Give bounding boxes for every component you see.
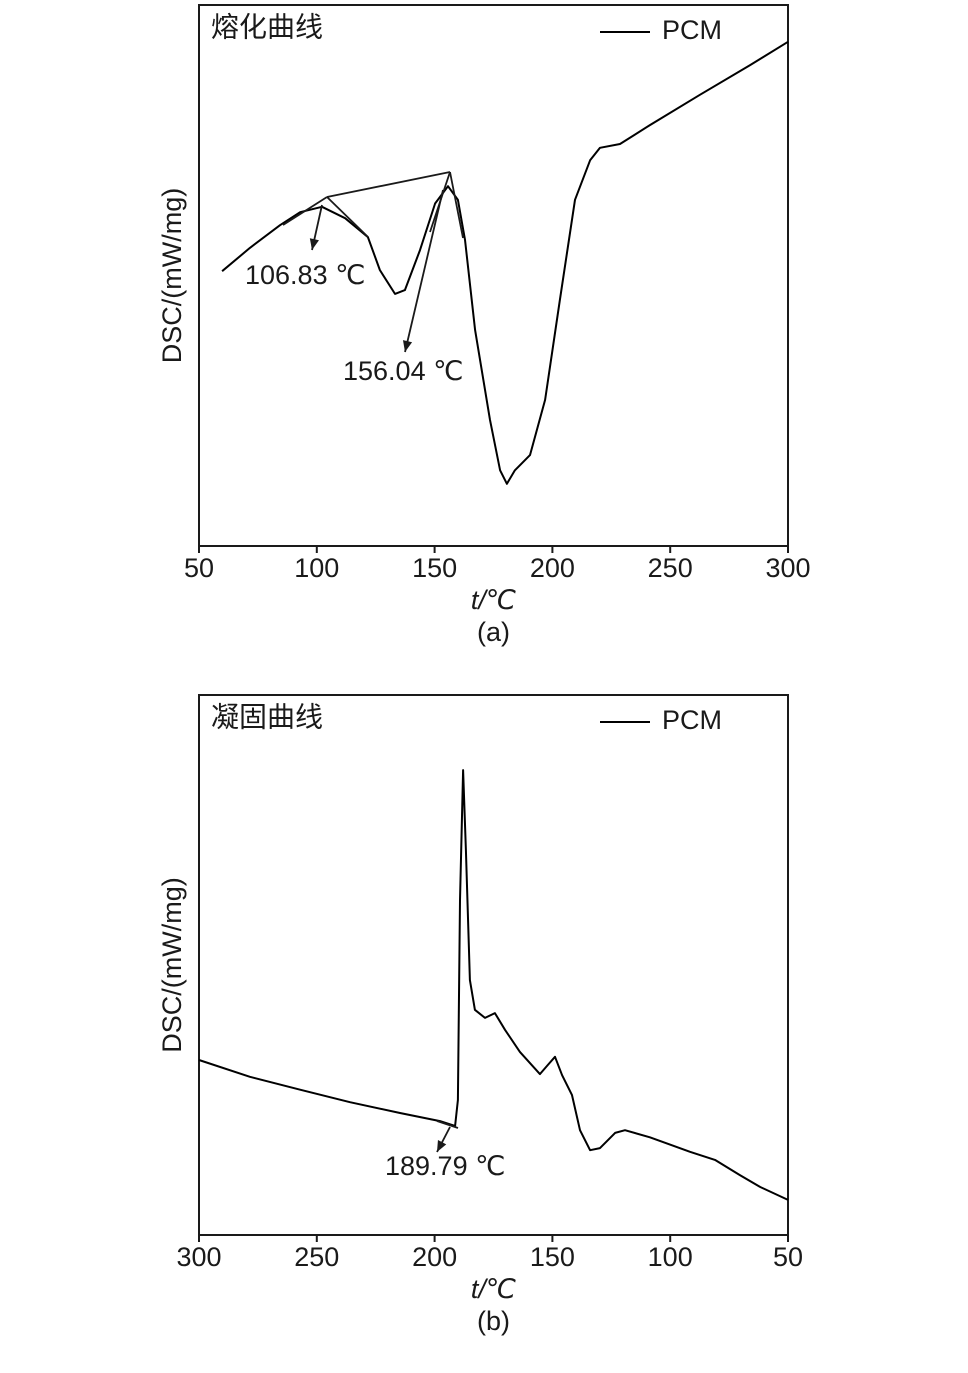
panel-title: 熔化曲线 bbox=[211, 11, 323, 43]
x-axis-label: t/℃ bbox=[471, 1274, 516, 1304]
x-tick-label: 150 bbox=[530, 1242, 575, 1272]
x-axis-label: t/℃ bbox=[471, 585, 516, 615]
arrow-head bbox=[402, 340, 413, 352]
x-tick-label: 200 bbox=[530, 553, 575, 583]
annotation: 106.83 ℃ bbox=[245, 260, 365, 290]
x-tick-label: 300 bbox=[765, 553, 810, 583]
x-tick-label: 50 bbox=[773, 1242, 803, 1272]
y-axis-label: DSC/(mW/mg) bbox=[157, 877, 187, 1052]
legend-label: PCM bbox=[662, 15, 722, 45]
x-tick-label: 250 bbox=[294, 1242, 339, 1272]
plot-frame bbox=[198, 4, 789, 547]
x-tick-label: 100 bbox=[294, 553, 339, 583]
legend-label: PCM bbox=[662, 705, 722, 735]
annotation: 189.79 ℃ bbox=[385, 1151, 505, 1181]
x-tick-label: 150 bbox=[412, 553, 457, 583]
tangent-line bbox=[326, 196, 369, 238]
caption: (a) bbox=[477, 617, 510, 647]
panel-title: 凝固曲线 bbox=[211, 701, 323, 733]
tangent-line bbox=[282, 196, 328, 226]
arrow-head bbox=[309, 238, 319, 250]
caption: (b) bbox=[477, 1306, 510, 1336]
plot-frame bbox=[198, 694, 789, 1236]
arrow-shaft bbox=[404, 189, 444, 353]
x-tick-label: 100 bbox=[648, 1242, 693, 1272]
annotation: 156.04 ℃ bbox=[343, 356, 463, 386]
x-tick-label: 300 bbox=[176, 1242, 221, 1272]
y-axis-label: DSC/(mW/mg) bbox=[157, 188, 187, 363]
tangent-line bbox=[326, 171, 451, 198]
data-line bbox=[198, 769, 789, 1201]
x-tick-label: 250 bbox=[648, 553, 693, 583]
x-tick-label: 200 bbox=[412, 1242, 457, 1272]
tangent-line bbox=[449, 171, 464, 239]
tangent-line bbox=[436, 1120, 459, 1129]
data-line bbox=[221, 40, 789, 485]
x-tick-label: 50 bbox=[184, 553, 214, 583]
arrow-head bbox=[437, 1140, 447, 1152]
